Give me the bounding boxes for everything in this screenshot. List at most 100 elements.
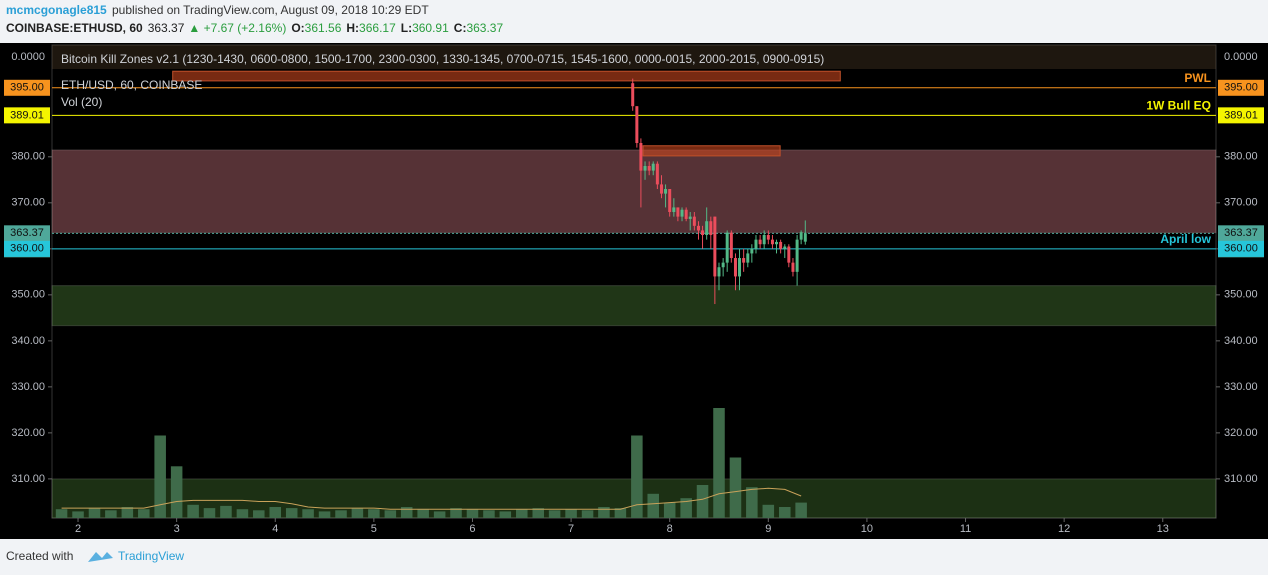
level-label: 395.00: [10, 82, 44, 94]
candle-body: [631, 83, 635, 107]
symbol: COINBASE:ETHUSD, 60: [6, 21, 143, 35]
volume-bar: [713, 408, 725, 518]
y-tick-label: 310.00: [1224, 473, 1258, 485]
volume-bar: [565, 509, 577, 518]
volume-bar: [138, 509, 150, 518]
y-tick-label: 320.00: [11, 427, 45, 439]
candle-body: [750, 248, 754, 254]
quote-label: L:: [401, 21, 412, 35]
killzone-band: [52, 45, 1216, 69]
level-name: PWL: [1184, 71, 1211, 85]
candle-body: [758, 239, 762, 245]
last: 363.37: [148, 21, 185, 35]
quote-text: COINBASE:ETHUSD, 60 363.37 ▲ +7.67 (+2.16%…: [6, 21, 503, 35]
y-tick-label: 380.00: [1224, 151, 1258, 163]
volume-bar: [88, 508, 101, 518]
quote-label: O:: [291, 21, 304, 35]
level-label: 389.01: [10, 109, 44, 121]
level-tag: [4, 79, 50, 96]
candle-body: [721, 262, 725, 268]
y-tick-label: 370.00: [11, 197, 45, 209]
level-tag: [4, 225, 50, 242]
brand: TradingView: [118, 549, 184, 563]
volume-bar: [269, 507, 282, 518]
volume-bar: [318, 511, 331, 518]
x-tick-label: 7: [568, 523, 574, 535]
volume-bar: [384, 510, 397, 518]
volume-axis-label: 0.0000: [1224, 51, 1258, 63]
candle-body: [692, 216, 696, 226]
volume-bar: [154, 435, 166, 518]
x-tick-label: 12: [1058, 523, 1070, 535]
candle-body: [766, 235, 770, 240]
change: ▲ +7.67 (+2.16%): [188, 21, 286, 35]
candle-body: [660, 184, 664, 194]
volume-bar: [417, 509, 429, 518]
candle-body: [742, 258, 746, 263]
volume-bar: [581, 510, 594, 518]
volume-bar: [285, 508, 298, 518]
level-name: 1W Bull EQ: [1146, 99, 1211, 113]
zone: [51, 285, 1217, 327]
level-tag: [1218, 240, 1264, 257]
candle-body: [688, 216, 692, 219]
candle-body: [696, 225, 700, 231]
candle-body: [791, 262, 795, 272]
level-label: 360.00: [10, 243, 44, 255]
x-tick-label: 2: [75, 523, 81, 535]
volume-bar: [170, 466, 183, 518]
legend: Bitcoin Kill Zones v2.1 (1230-1430, 0600…: [61, 52, 824, 66]
volume-bar: [779, 507, 791, 518]
candle-body: [717, 267, 721, 277]
volume-bar: [614, 508, 627, 518]
volume-bar: [647, 493, 659, 518]
volume-bar: [663, 502, 676, 518]
candle-body: [795, 239, 799, 272]
candle-body: [676, 207, 680, 217]
volume-bar: [55, 509, 68, 518]
candle-body: [729, 232, 733, 259]
level-label: 389.01: [1224, 109, 1258, 121]
y-tick-label: 370.00: [1224, 197, 1258, 209]
level-tag: [1218, 79, 1264, 96]
quote-line: COINBASE:ETHUSD, 60 363.37 ▲ +7.67 (+2.16%…: [6, 21, 503, 35]
candle-body: [779, 241, 783, 249]
level-tag: [1218, 107, 1264, 124]
candle-body: [655, 163, 659, 185]
candle-body: [672, 207, 676, 213]
candle-body: [664, 189, 668, 194]
level-label: 395.00: [1224, 82, 1258, 94]
volume-bar: [483, 510, 495, 518]
x-tick-label: 6: [469, 523, 475, 535]
box: [642, 145, 781, 157]
volume-bar: [105, 510, 117, 518]
volume-bar: [236, 509, 249, 518]
candle-body: [787, 246, 791, 263]
candle-body: [746, 253, 750, 263]
volume-bar: [499, 511, 512, 518]
published: published on TradingView.com, August 09,…: [112, 3, 429, 17]
volume-bar: [598, 507, 610, 518]
legend: Vol (20): [61, 95, 102, 109]
zone: [51, 149, 1217, 234]
volume-ma: [61, 487, 802, 510]
x-tick-label: 13: [1157, 523, 1169, 535]
candle-body: [803, 233, 807, 242]
created-with: Created with: [6, 549, 73, 563]
volume-bar: [466, 509, 479, 518]
y-tick-label: 320.00: [1224, 427, 1258, 439]
volume-bar: [351, 508, 364, 518]
candle-body: [770, 239, 774, 245]
y-tick-label: 380.00: [11, 151, 45, 163]
y-tick-label: 330.00: [1224, 381, 1258, 393]
volume-axis-label: 0.0000: [11, 51, 45, 63]
candle-body: [705, 221, 709, 236]
x-tick-label: 8: [667, 523, 673, 535]
candle-body: [647, 166, 651, 171]
x-tick-label: 5: [371, 523, 377, 535]
y-tick-label: 330.00: [11, 381, 45, 393]
volume-bar: [516, 509, 528, 518]
y-tick-label: 350.00: [1224, 289, 1258, 301]
candle-body: [684, 209, 688, 219]
